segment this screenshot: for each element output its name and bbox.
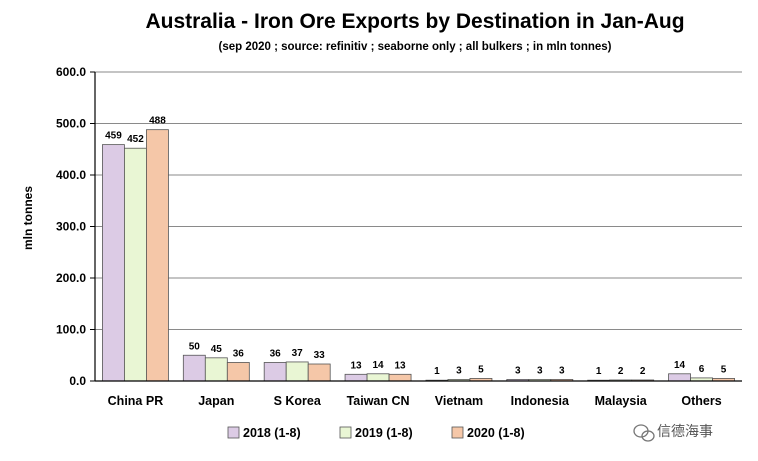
- watermark-text: 信德海事: [657, 424, 713, 440]
- y-tick-label: 400.0: [56, 168, 86, 182]
- bar: [182, 354, 206, 382]
- legend-swatch: [339, 426, 352, 439]
- watermark: 信德海事: [633, 424, 713, 442]
- data-label: 5: [478, 364, 484, 375]
- bar: [226, 362, 250, 382]
- chart-subtitle: (sep 2020 ; source: refinitiv ; seaborne…: [218, 41, 611, 53]
- x-tick-label: Taiwan CN: [347, 394, 410, 408]
- data-label: 3: [456, 365, 462, 376]
- bar: [263, 362, 287, 382]
- y-axis-label: mln tonnes: [21, 186, 35, 250]
- data-label: 3: [559, 365, 565, 376]
- legend: 2018 (1-8) 2019 (1-8) 2020 (1-8): [227, 426, 525, 440]
- data-label: 14: [674, 360, 686, 371]
- data-label: 36: [270, 348, 282, 359]
- x-tick-label: Others: [681, 394, 721, 408]
- legend-swatch: [451, 426, 464, 439]
- data-label: 3: [515, 365, 521, 376]
- data-label: 2: [618, 366, 624, 377]
- wechat-icon: [633, 424, 655, 442]
- bar: [146, 129, 169, 382]
- data-label: 36: [233, 348, 245, 359]
- y-tick-label: 300.0: [56, 220, 86, 234]
- data-label: 33: [314, 350, 326, 361]
- y-tick-label: 0.0: [69, 374, 86, 388]
- data-label: 37: [292, 348, 304, 359]
- bar: [668, 373, 691, 382]
- data-label: 14: [373, 360, 385, 371]
- data-label: 5: [721, 364, 727, 375]
- data-label: 1: [434, 366, 440, 377]
- bar: [307, 363, 331, 382]
- bar: [366, 373, 390, 382]
- y-tick-label: 100.0: [56, 323, 86, 337]
- chart-title: Australia - Iron Ore Exports by Destinat…: [145, 10, 684, 33]
- data-label: 488: [149, 116, 166, 127]
- x-tick-label: S Korea: [274, 394, 322, 408]
- bar: [124, 147, 147, 382]
- bar: [285, 361, 309, 382]
- x-tick-label: Indonesia: [511, 394, 570, 408]
- data-label: 50: [189, 341, 201, 352]
- legend-label: 2020 (1-8): [467, 426, 525, 440]
- gridlines: [90, 71, 742, 382]
- bar: [204, 357, 228, 382]
- x-tick-label: China PR: [108, 394, 164, 408]
- legend-swatch: [227, 426, 240, 439]
- data-label: 6: [699, 364, 705, 375]
- data-label: 1: [596, 366, 602, 377]
- y-tick-label: 600.0: [56, 65, 86, 79]
- y-tick-label: 200.0: [56, 271, 86, 285]
- legend-label: 2019 (1-8): [355, 426, 413, 440]
- x-tick-label: Vietnam: [435, 394, 483, 408]
- y-tick-label: 500.0: [56, 117, 86, 131]
- x-tick-label: Malaysia: [595, 394, 648, 408]
- bar: [344, 373, 368, 382]
- data-label: 13: [395, 360, 407, 371]
- x-tick-label: Japan: [198, 394, 234, 408]
- data-label: 459: [105, 131, 122, 142]
- bar: [388, 373, 412, 382]
- data-label: 2: [640, 366, 646, 377]
- axes: 0.0 100.0 200.0 300.0 400.0 500.0 600.0 China P…: [56, 65, 742, 408]
- data-label: 45: [211, 344, 223, 355]
- data-label: 13: [351, 360, 363, 371]
- legend-label: 2018 (1-8): [243, 426, 301, 440]
- data-label: 452: [127, 134, 144, 145]
- data-label: 3: [537, 365, 543, 376]
- bar: [102, 144, 125, 382]
